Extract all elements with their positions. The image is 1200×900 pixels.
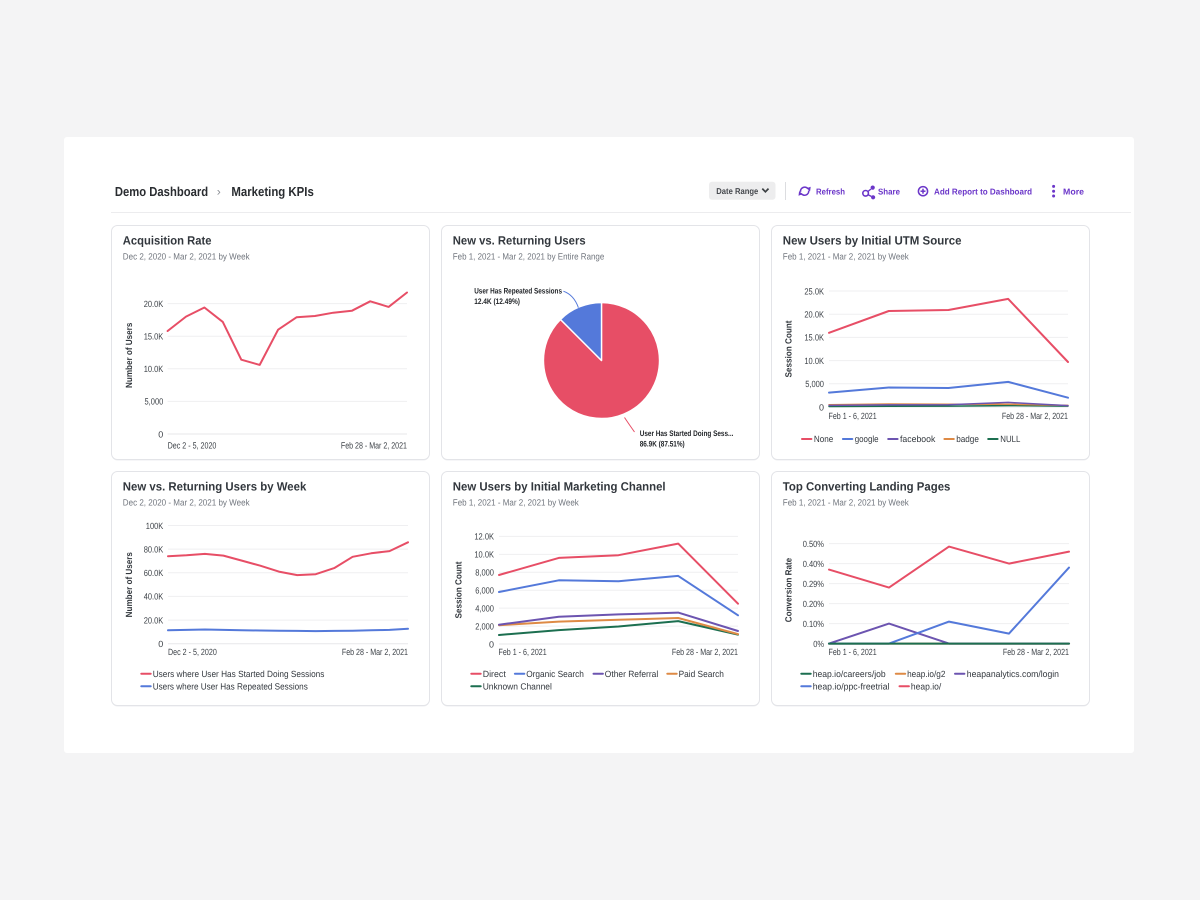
svg-text:Conversion Rate: Conversion Rate xyxy=(784,558,794,622)
svg-text:6,000: 6,000 xyxy=(475,586,494,596)
svg-text:New Users by Initial UTM Sourc: New Users by Initial UTM Source xyxy=(783,233,962,247)
svg-text:2,000: 2,000 xyxy=(475,621,494,631)
svg-text:Other Referral: Other Referral xyxy=(605,669,658,679)
svg-text:0.40%: 0.40% xyxy=(803,559,824,569)
svg-text:12.0K: 12.0K xyxy=(474,532,494,542)
svg-text:NULL: NULL xyxy=(1000,434,1020,444)
svg-text:heap.io/g2: heap.io/g2 xyxy=(907,669,945,679)
svg-text:New vs. Returning Users: New vs. Returning Users xyxy=(453,233,586,247)
svg-text:Organic Search: Organic Search xyxy=(526,669,584,679)
svg-text:Number of Users: Number of Users xyxy=(124,323,134,388)
svg-text:15.0K: 15.0K xyxy=(144,332,164,342)
svg-text:Dec 2, 2020 - Mar 2, 2021 by W: Dec 2, 2020 - Mar 2, 2021 by Week xyxy=(123,251,250,261)
svg-text:Feb 28 - Mar 2, 2021: Feb 28 - Mar 2, 2021 xyxy=(341,440,407,450)
svg-text:80.0K: 80.0K xyxy=(144,544,164,554)
svg-text:Dec 2 - 5, 2020: Dec 2 - 5, 2020 xyxy=(168,440,217,450)
svg-text:86.9K (87.51%): 86.9K (87.51%) xyxy=(640,440,685,449)
svg-text:Number of Users: Number of Users xyxy=(124,552,134,617)
svg-text:0.50%: 0.50% xyxy=(803,539,824,549)
svg-text:10.0K: 10.0K xyxy=(474,550,494,560)
svg-text:Users where User Has Started D: Users where User Has Started Doing Sessi… xyxy=(153,669,325,679)
svg-text:User Has Repeated Sessions: User Has Repeated Sessions xyxy=(474,287,562,296)
svg-text:Feb 1, 2021 - Mar 2, 2021 by W: Feb 1, 2021 - Mar 2, 2021 by Week xyxy=(783,251,909,261)
svg-text:Session Count: Session Count xyxy=(784,321,794,378)
svg-text:Marketing KPIs: Marketing KPIs xyxy=(231,184,313,199)
svg-text:0: 0 xyxy=(158,429,163,439)
svg-text:0: 0 xyxy=(489,639,494,649)
svg-text:Refresh: Refresh xyxy=(816,186,845,196)
svg-text:User Has Started Doing Sess...: User Has Started Doing Sess... xyxy=(640,429,734,438)
svg-text:Feb 1, 2021 - Mar 2, 2021 by W: Feb 1, 2021 - Mar 2, 2021 by Week xyxy=(453,497,579,507)
svg-text:8,000: 8,000 xyxy=(475,568,494,578)
svg-text:60.0K: 60.0K xyxy=(144,568,164,578)
svg-text:20.0K: 20.0K xyxy=(144,299,164,309)
svg-text:More: More xyxy=(1063,186,1084,196)
svg-text:0.10%: 0.10% xyxy=(803,619,824,629)
svg-text:Top Converting Landing Pages: Top Converting Landing Pages xyxy=(783,479,951,493)
svg-text:Unknown Channel: Unknown Channel xyxy=(483,681,552,691)
svg-text:New vs. Returning Users by Wee: New vs. Returning Users by Week xyxy=(123,479,307,493)
svg-text:Acquisition Rate: Acquisition Rate xyxy=(123,233,212,247)
svg-text:40.0K: 40.0K xyxy=(144,592,164,602)
svg-text:Feb 1 - 6, 2021: Feb 1 - 6, 2021 xyxy=(499,647,547,657)
svg-text:Feb 28 - Mar 2, 2021: Feb 28 - Mar 2, 2021 xyxy=(342,647,408,657)
svg-text:0.20%: 0.20% xyxy=(803,599,824,609)
svg-text:Feb 28 - Mar 2, 2021: Feb 28 - Mar 2, 2021 xyxy=(1003,647,1069,657)
svg-text:Direct: Direct xyxy=(483,669,507,679)
svg-text:Date Range: Date Range xyxy=(716,186,758,196)
svg-text:›: › xyxy=(217,184,221,198)
svg-text:Feb 1 - 6, 2021: Feb 1 - 6, 2021 xyxy=(829,647,877,657)
svg-text:Feb 1 - 6, 2021: Feb 1 - 6, 2021 xyxy=(829,411,877,421)
svg-text:10.0K: 10.0K xyxy=(144,364,164,374)
svg-text:google: google xyxy=(855,434,879,444)
svg-text:5,000: 5,000 xyxy=(805,379,824,389)
svg-text:Dec 2, 2020 - Mar 2, 2021 by W: Dec 2, 2020 - Mar 2, 2021 by Week xyxy=(123,497,250,507)
svg-text:heap.io/careers/job: heap.io/careers/job xyxy=(813,669,886,679)
svg-text:Share: Share xyxy=(878,186,900,196)
svg-text:12.4K (12.49%): 12.4K (12.49%) xyxy=(474,297,520,306)
svg-text:heapanalytics.com/login: heapanalytics.com/login xyxy=(967,669,1059,679)
svg-text:Feb 1, 2021 - Mar 2, 2021 by W: Feb 1, 2021 - Mar 2, 2021 by Week xyxy=(783,497,909,507)
svg-text:10.0K: 10.0K xyxy=(804,356,824,366)
svg-text:4,000: 4,000 xyxy=(475,603,494,613)
svg-text:20.0K: 20.0K xyxy=(144,615,164,625)
svg-text:25.0K: 25.0K xyxy=(804,286,824,296)
svg-text:Dec 2 - 5, 2020: Dec 2 - 5, 2020 xyxy=(168,647,217,657)
svg-text:100K: 100K xyxy=(146,521,164,531)
svg-text:New Users by Initial Marketing: New Users by Initial Marketing Channel xyxy=(453,479,666,493)
svg-text:heap.io/ppc-freetrial: heap.io/ppc-freetrial xyxy=(813,681,890,691)
svg-text:Feb 28 - Mar 2, 2021: Feb 28 - Mar 2, 2021 xyxy=(1002,411,1068,421)
svg-text:20.0K: 20.0K xyxy=(804,310,824,320)
svg-text:0%: 0% xyxy=(813,639,824,649)
svg-text:0.29%: 0.29% xyxy=(803,579,824,589)
svg-text:Users where User Has Repeated: Users where User Has Repeated Sessions xyxy=(153,681,309,691)
svg-text:None: None xyxy=(814,434,833,444)
svg-text:Feb 1, 2021 - Mar 2, 2021 by E: Feb 1, 2021 - Mar 2, 2021 by Entire Rang… xyxy=(453,251,605,261)
svg-text:Session Count: Session Count xyxy=(454,562,464,619)
svg-text:5,000: 5,000 xyxy=(145,397,164,407)
svg-text:0: 0 xyxy=(158,639,163,649)
svg-text:Add Report to Dashboard: Add Report to Dashboard xyxy=(934,186,1032,196)
svg-text:0: 0 xyxy=(819,402,824,412)
svg-text:Paid Search: Paid Search xyxy=(679,669,724,679)
svg-text:Demo Dashboard: Demo Dashboard xyxy=(115,184,208,199)
svg-text:heap.io/: heap.io/ xyxy=(911,681,942,691)
svg-text:15.0K: 15.0K xyxy=(804,333,824,343)
svg-text:badge: badge xyxy=(956,434,979,444)
svg-text:Feb 28 - Mar 2, 2021: Feb 28 - Mar 2, 2021 xyxy=(672,647,738,657)
svg-text:facebook: facebook xyxy=(900,434,936,444)
